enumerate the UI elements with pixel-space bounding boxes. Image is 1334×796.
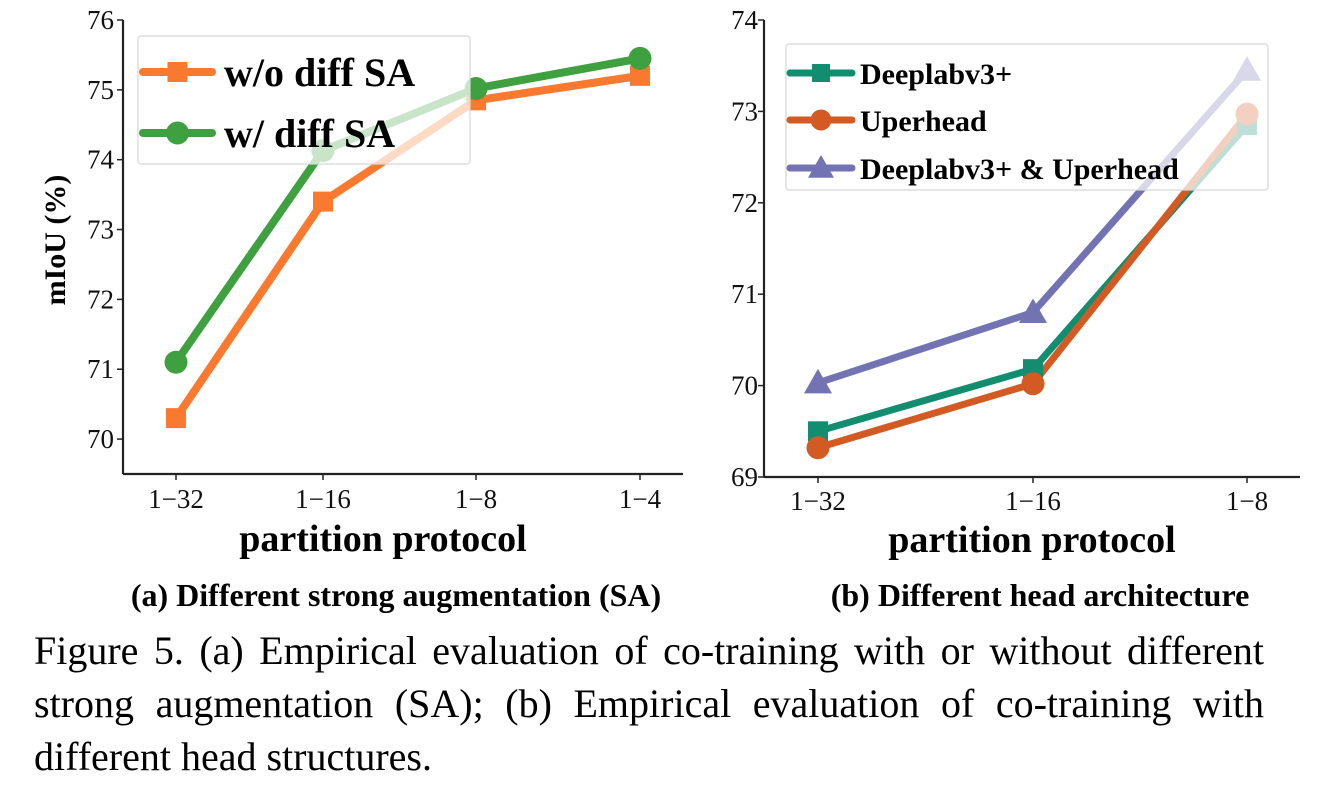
data-point [628,46,652,70]
y-tick-label: 70 [731,371,758,401]
data-point [804,368,832,394]
data-point [166,408,186,429]
data-point [1019,298,1047,323]
x-tick-label: 1−16 [1005,486,1061,516]
legend-marker [810,109,832,131]
y-tick-label: 71 [87,354,114,384]
legend-marker [808,155,834,178]
y-tick-label: 74 [87,145,115,175]
y-tick-label: 76 [87,5,114,35]
chart-subtitle: (a) Different strong augmentation (SA) [131,577,661,613]
legend-box [137,35,471,165]
y-tick-label: 72 [87,284,114,314]
y-tick-label: 74 [731,5,759,35]
y-tick-label: 69 [731,462,758,492]
y-tick-label: 73 [87,215,114,245]
y-tick-label: 75 [87,75,114,105]
y-tick-label: 73 [731,96,758,126]
chart-subtitle: (b) Different head architecture [831,577,1250,613]
legend-label: Deeplabv3+ [860,58,1012,91]
legend-marker [167,62,188,82]
data-point [1021,372,1045,396]
data-point [808,421,828,442]
y-axis-title: mIoU (%) [39,175,72,306]
x-tick-label: 1−8 [455,484,497,514]
y-tick-label: 70 [87,424,114,454]
y-tick-label: 71 [731,279,758,309]
data-point [313,191,333,212]
legend-label: Deeplabv3+ & Uperhead [860,153,1179,186]
y-tick-label: 72 [731,188,758,218]
chart-b: 69 70 71 72 73 74 1−32 1−16 1−8 partition protoco… [731,5,1300,613]
legend-label: Uperhead [860,105,987,138]
x-tick-label: 1−32 [790,486,846,516]
data-point [806,436,830,460]
x-tick-label: 1−32 [148,484,204,514]
data-point [164,350,188,374]
figure: 70 71 72 73 74 75 76 1−32 1−16 1−8 1−4 partition pr… [39,5,1300,613]
x-axis-title: partition protocol [888,519,1175,561]
figure-caption: Figure 5. (a) Empirical evaluation of co… [34,628,1264,779]
x-tick-label: 1−8 [1226,486,1268,516]
x-tick-label: 1−16 [295,484,351,514]
legend-box [785,43,1269,191]
legend-marker [812,64,830,82]
legend-marker [166,121,189,145]
x-axis-title: partition protocol [239,518,526,560]
data-point [630,65,650,86]
chart-a: 70 71 72 73 74 75 76 1−32 1−16 1−8 1−4 partition pr… [39,5,683,613]
x-tick-label: 1−4 [619,484,662,514]
legend-label: w/o diff SA [224,50,415,95]
legend-label: w/ diff SA [224,111,395,156]
